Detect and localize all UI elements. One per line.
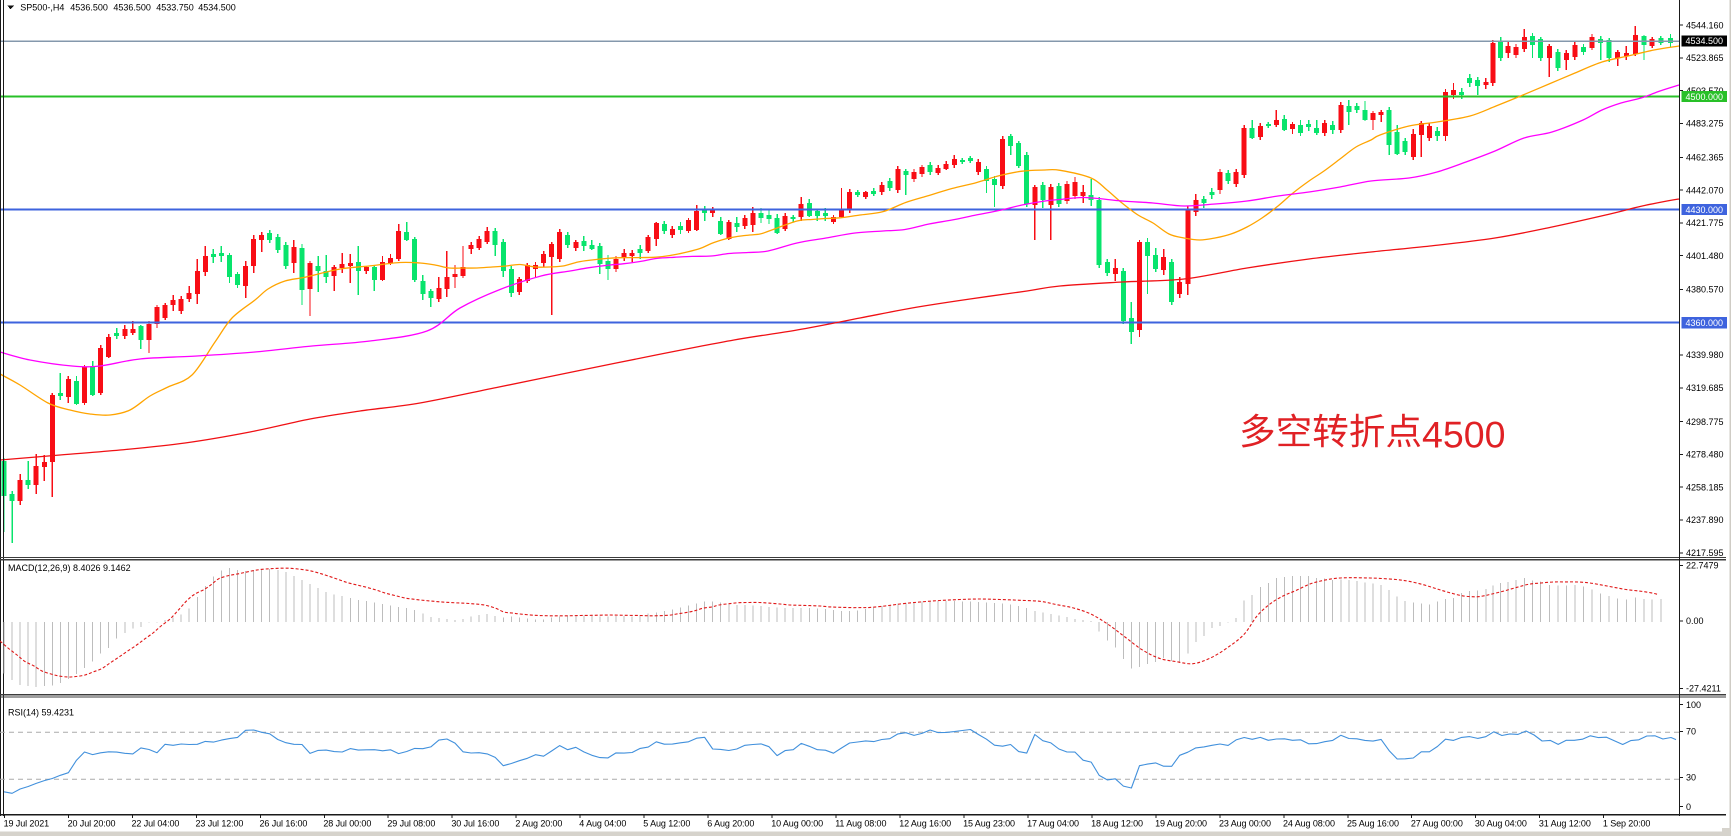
svg-text:100: 100 bbox=[1686, 700, 1701, 710]
svg-text:28 Jul 00:00: 28 Jul 00:00 bbox=[323, 818, 371, 828]
svg-text:11 Aug 08:00: 11 Aug 08:00 bbox=[835, 818, 886, 828]
svg-text:4339.980: 4339.980 bbox=[1686, 350, 1724, 360]
svg-text:31 Aug 12:00: 31 Aug 12:00 bbox=[1539, 818, 1591, 828]
svg-text:4523.865: 4523.865 bbox=[1686, 53, 1724, 63]
svg-text:RSI(14) 59.4231: RSI(14) 59.4231 bbox=[8, 708, 74, 718]
svg-text:4 Aug 04:00: 4 Aug 04:00 bbox=[579, 818, 626, 828]
svg-text:25 Aug 16:00: 25 Aug 16:00 bbox=[1347, 818, 1399, 828]
svg-text:4278.480: 4278.480 bbox=[1686, 450, 1724, 460]
svg-text:10 Aug 00:00: 10 Aug 00:00 bbox=[771, 818, 823, 828]
svg-text:4430.000: 4430.000 bbox=[1686, 205, 1724, 215]
svg-text:29 Jul 08:00: 29 Jul 08:00 bbox=[387, 818, 435, 828]
svg-text:4462.365: 4462.365 bbox=[1686, 153, 1724, 163]
svg-text:24 Aug 08:00: 24 Aug 08:00 bbox=[1283, 818, 1335, 828]
svg-text:4360.000: 4360.000 bbox=[1686, 318, 1724, 328]
svg-text:4401.480: 4401.480 bbox=[1686, 251, 1724, 261]
svg-text:MACD(12,26,9) 8.4026 9.1462: MACD(12,26,9) 8.4026 9.1462 bbox=[8, 563, 131, 573]
svg-text:4258.185: 4258.185 bbox=[1686, 482, 1724, 492]
svg-text:23 Jul 12:00: 23 Jul 12:00 bbox=[196, 818, 244, 828]
svg-text:22.7479: 22.7479 bbox=[1686, 561, 1719, 571]
svg-text:4503.570: 4503.570 bbox=[1686, 86, 1724, 96]
svg-text:0: 0 bbox=[1686, 802, 1691, 812]
svg-text:4442.070: 4442.070 bbox=[1686, 185, 1724, 195]
svg-text:4483.275: 4483.275 bbox=[1686, 119, 1724, 129]
svg-text:5 Aug 12:00: 5 Aug 12:00 bbox=[643, 818, 690, 828]
svg-text:23 Aug 00:00: 23 Aug 00:00 bbox=[1219, 818, 1271, 828]
svg-text:SP500-,H4: SP500-,H4 bbox=[20, 3, 64, 13]
svg-text:4421.775: 4421.775 bbox=[1686, 218, 1724, 228]
svg-text:1 Sep 20:00: 1 Sep 20:00 bbox=[1603, 818, 1651, 828]
svg-text:4534.500: 4534.500 bbox=[1686, 36, 1724, 46]
svg-text:-27.4211: -27.4211 bbox=[1686, 684, 1721, 694]
svg-text:4533.750: 4533.750 bbox=[156, 3, 194, 13]
svg-text:22 Jul 04:00: 22 Jul 04:00 bbox=[132, 818, 180, 828]
svg-text:0.00: 0.00 bbox=[1686, 616, 1704, 626]
svg-text:19 Aug 20:00: 19 Aug 20:00 bbox=[1155, 818, 1207, 828]
svg-text:4536.500: 4536.500 bbox=[70, 3, 108, 13]
svg-text:6 Aug 20:00: 6 Aug 20:00 bbox=[707, 818, 754, 828]
svg-text:18 Aug 12:00: 18 Aug 12:00 bbox=[1091, 818, 1143, 828]
svg-text:70: 70 bbox=[1686, 727, 1696, 737]
svg-text:4500: 4500 bbox=[1422, 413, 1505, 455]
svg-text:27 Aug 00:00: 27 Aug 00:00 bbox=[1411, 818, 1463, 828]
svg-text:4319.685: 4319.685 bbox=[1686, 383, 1724, 393]
svg-text:20 Jul 20:00: 20 Jul 20:00 bbox=[68, 818, 116, 828]
svg-text:15 Aug 23:00: 15 Aug 23:00 bbox=[963, 818, 1015, 828]
svg-text:30 Jul 16:00: 30 Jul 16:00 bbox=[451, 818, 499, 828]
svg-text:4380.570: 4380.570 bbox=[1686, 285, 1724, 295]
svg-text:4237.890: 4237.890 bbox=[1686, 515, 1724, 525]
svg-text:4298.775: 4298.775 bbox=[1686, 417, 1724, 427]
svg-text:30 Aug 04:00: 30 Aug 04:00 bbox=[1475, 818, 1527, 828]
svg-text:4500.000: 4500.000 bbox=[1686, 92, 1724, 102]
svg-text:30: 30 bbox=[1686, 773, 1696, 783]
svg-text:4544.160: 4544.160 bbox=[1686, 20, 1724, 30]
svg-text:26 Jul 16:00: 26 Jul 16:00 bbox=[260, 818, 308, 828]
svg-text:19 Jul 2021: 19 Jul 2021 bbox=[4, 818, 50, 828]
svg-text:12 Aug 16:00: 12 Aug 16:00 bbox=[899, 818, 951, 828]
svg-text:4217.595: 4217.595 bbox=[1686, 548, 1724, 558]
svg-text:17 Aug 04:00: 17 Aug 04:00 bbox=[1027, 818, 1079, 828]
svg-text:4534.500: 4534.500 bbox=[198, 3, 236, 13]
svg-text:4536.500: 4536.500 bbox=[113, 3, 151, 13]
svg-text:2 Aug 20:00: 2 Aug 20:00 bbox=[515, 818, 562, 828]
